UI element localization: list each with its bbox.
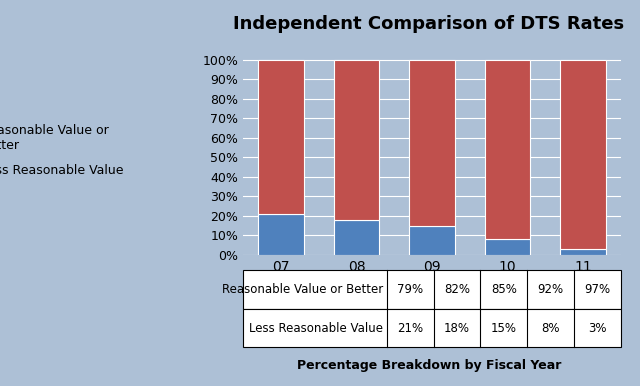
Bar [259, 214, 303, 255]
Text: Less Reasonable Value: Less Reasonable Value [250, 322, 383, 335]
Text: Percentage Breakdown by Fiscal Year: Percentage Breakdown by Fiscal Year [296, 359, 561, 372]
Bar [485, 60, 530, 239]
Text: 82%: 82% [444, 283, 470, 296]
Text: 15%: 15% [491, 322, 516, 335]
Bar [561, 60, 605, 249]
Text: 97%: 97% [584, 283, 611, 296]
Bar [259, 60, 303, 214]
Text: Independent Comparison of DTS Rates: Independent Comparison of DTS Rates [233, 15, 625, 34]
Bar [334, 60, 379, 220]
Text: 85%: 85% [491, 283, 516, 296]
Bar [485, 239, 530, 255]
Text: Reasonable Value or Better: Reasonable Value or Better [222, 283, 383, 296]
Text: 21%: 21% [397, 322, 423, 335]
Bar [410, 225, 454, 255]
Bar [561, 249, 605, 255]
Legend: Reasonable Value or
Better, Less Reasonable Value: Reasonable Value or Better, Less Reasona… [0, 124, 124, 177]
Bar [410, 60, 454, 225]
Text: 18%: 18% [444, 322, 470, 335]
Bar [334, 220, 379, 255]
Text: 92%: 92% [538, 283, 564, 296]
Text: 79%: 79% [397, 283, 423, 296]
Text: 8%: 8% [541, 322, 560, 335]
Text: 3%: 3% [588, 322, 607, 335]
